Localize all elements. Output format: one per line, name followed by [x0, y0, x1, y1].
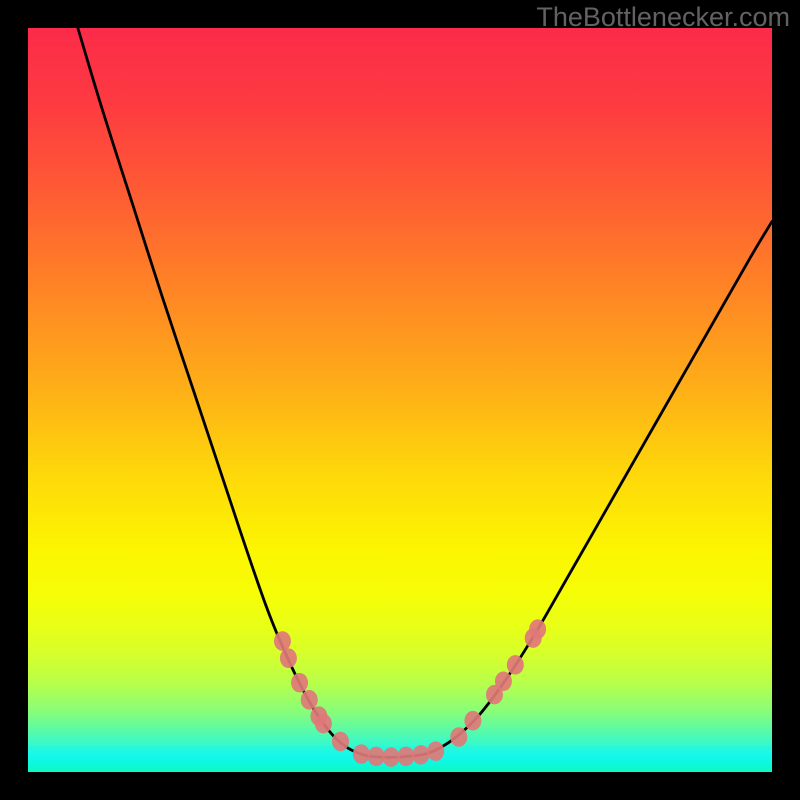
bottleneck-chart: [0, 0, 800, 800]
chart-container: TheBottlenecker.com: [0, 0, 800, 800]
watermark-text: TheBottlenecker.com: [536, 2, 790, 33]
